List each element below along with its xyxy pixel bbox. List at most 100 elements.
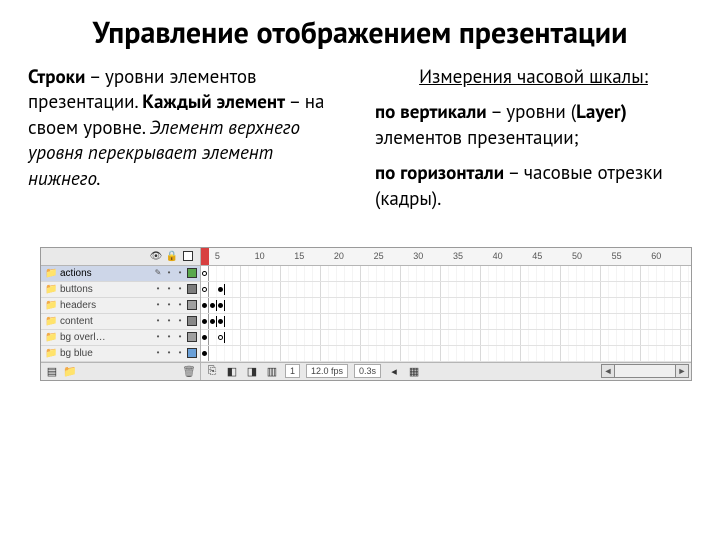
keyframe-cell[interactable] bbox=[201, 298, 209, 313]
unknown-toggle-icon[interactable]: ◂ bbox=[387, 364, 401, 378]
frame-span[interactable] bbox=[217, 316, 225, 327]
color-swatch[interactable] bbox=[187, 268, 197, 278]
keyframe-dot-icon bbox=[202, 319, 207, 324]
dot-icon[interactable]: • bbox=[154, 317, 162, 325]
status-controls: ⎘ ◧ ◨ ▥ 1 12.0 fps 0.3s ◂ ▦ ◄ ► bbox=[201, 363, 691, 380]
keyframe-end-icon bbox=[218, 303, 223, 308]
dot-icon[interactable]: • bbox=[165, 301, 173, 309]
keyframe-end-icon bbox=[218, 287, 223, 292]
dot-icon[interactable]: • bbox=[154, 301, 162, 309]
frame-span[interactable] bbox=[209, 316, 217, 327]
dimensions-subhead: Измерения часовой шкалы: bbox=[375, 65, 692, 91]
layer-row[interactable]: 📁buttons••• bbox=[41, 282, 200, 298]
ruler-tick: 20 bbox=[334, 251, 374, 261]
dot-icon[interactable]: • bbox=[165, 269, 173, 277]
layer-row[interactable]: 📁bg overl…••• bbox=[41, 330, 200, 346]
dot-icon[interactable]: • bbox=[176, 349, 184, 357]
dot-icon[interactable]: • bbox=[165, 333, 173, 341]
layer-row[interactable]: 📁actions✎•• bbox=[41, 266, 200, 282]
frame-span[interactable] bbox=[217, 300, 225, 311]
onion-skin-icon[interactable]: ◧ bbox=[225, 364, 239, 378]
folder-icon: 📁 bbox=[45, 300, 57, 311]
layer-name: headers bbox=[60, 300, 151, 311]
layer-bold: Layer) bbox=[576, 100, 627, 124]
ruler-tick: 35 bbox=[453, 251, 493, 261]
ruler-tick: 5 bbox=[215, 251, 255, 261]
each-element-label: Каждый элемент bbox=[142, 90, 285, 114]
dot-icon[interactable]: • bbox=[165, 285, 173, 293]
timeline-ruler[interactable]: 1 5 10 15 20 25 30 35 40 45 50 55 60 bbox=[201, 248, 691, 265]
layer-name: bg blue bbox=[60, 348, 151, 359]
keyframe-cell[interactable] bbox=[201, 346, 209, 361]
color-swatch[interactable] bbox=[187, 300, 197, 310]
current-frame: 1 bbox=[285, 364, 300, 378]
frames-pane[interactable] bbox=[201, 266, 691, 362]
left-column: Строки – уровни элементов презентации. К… bbox=[28, 65, 345, 223]
ruler-tick: 25 bbox=[374, 251, 414, 261]
keyframe-ring-icon bbox=[202, 287, 207, 292]
layer-footer-controls: ▤ 📁 🗑 bbox=[41, 363, 201, 380]
layer-header-controls: 👁 🔒 bbox=[41, 248, 201, 265]
frame-row[interactable] bbox=[201, 282, 691, 298]
unknown-toggle2-icon[interactable]: ▦ bbox=[407, 364, 421, 378]
color-swatch[interactable] bbox=[187, 316, 197, 326]
color-swatch[interactable] bbox=[187, 332, 197, 342]
dot-icon[interactable]: • bbox=[165, 317, 173, 325]
dot-icon[interactable]: • bbox=[154, 285, 162, 293]
delete-icon[interactable]: 🗑 bbox=[182, 364, 196, 378]
keyframe-cell[interactable] bbox=[201, 330, 209, 345]
scroll-right-icon[interactable]: ► bbox=[675, 364, 689, 378]
pencil-icon[interactable]: ✎ bbox=[154, 269, 162, 277]
ruler-tick: 45 bbox=[532, 251, 572, 261]
dot-icon[interactable]: • bbox=[154, 349, 162, 357]
dot-icon[interactable]: • bbox=[165, 349, 173, 357]
elapsed-display: 0.3s bbox=[354, 364, 381, 378]
horizontal-label: по горизонтали bbox=[375, 161, 504, 185]
color-swatch[interactable] bbox=[187, 284, 197, 294]
right-column: Измерения часовой шкалы: по вертикали – … bbox=[375, 65, 692, 223]
frame-row[interactable] bbox=[201, 346, 691, 362]
horizontal-scrollbar[interactable]: ◄ ► bbox=[601, 364, 689, 378]
dot-icon[interactable]: • bbox=[176, 301, 184, 309]
frame-span[interactable] bbox=[209, 284, 225, 295]
dot-icon[interactable]: • bbox=[176, 317, 184, 325]
layer-row[interactable]: 📁bg blue••• bbox=[41, 346, 200, 362]
keyframe-cell[interactable] bbox=[201, 282, 209, 297]
edit-multiple-icon[interactable]: ▥ bbox=[265, 364, 279, 378]
timeline-body: 📁actions✎••📁buttons•••📁headers•••📁conten… bbox=[41, 266, 691, 362]
folder-icon: 📁 bbox=[45, 332, 57, 343]
ruler-tick: 10 bbox=[255, 251, 295, 261]
scroll-track[interactable] bbox=[615, 364, 675, 378]
insert-folder-icon[interactable]: 📁 bbox=[63, 364, 77, 378]
outline-box-icon[interactable] bbox=[182, 250, 194, 262]
keyframe-end-icon bbox=[210, 319, 215, 324]
keyframe-cell[interactable] bbox=[201, 314, 209, 329]
dot-icon[interactable]: • bbox=[176, 285, 184, 293]
frame-view-icon[interactable]: ⎘ bbox=[205, 364, 219, 378]
dot-icon[interactable]: • bbox=[154, 333, 162, 341]
layer-row[interactable]: 📁headers••• bbox=[41, 298, 200, 314]
dot-icon[interactable]: • bbox=[176, 269, 184, 277]
keyframe-dot-icon bbox=[202, 335, 207, 340]
frame-row[interactable] bbox=[201, 330, 691, 346]
onion-outline-icon[interactable]: ◨ bbox=[245, 364, 259, 378]
frame-row[interactable] bbox=[201, 298, 691, 314]
frame-span[interactable] bbox=[209, 332, 225, 343]
color-swatch[interactable] bbox=[187, 348, 197, 358]
keyframe-cell[interactable] bbox=[201, 266, 209, 281]
eye-icon[interactable]: 👁 bbox=[150, 250, 162, 262]
scroll-left-icon[interactable]: ◄ bbox=[601, 364, 615, 378]
frame-span[interactable] bbox=[209, 300, 217, 311]
frame-row[interactable] bbox=[201, 266, 691, 282]
layer-row[interactable]: 📁content••• bbox=[41, 314, 200, 330]
ruler-tick: 30 bbox=[413, 251, 453, 261]
dot-icon[interactable]: • bbox=[176, 333, 184, 341]
lock-icon[interactable]: 🔒 bbox=[166, 250, 178, 262]
playhead[interactable] bbox=[201, 248, 209, 265]
insert-layer-icon[interactable]: ▤ bbox=[45, 364, 59, 378]
keyframe-end-icon bbox=[210, 303, 215, 308]
vertical-tail: элементов презентации; bbox=[375, 126, 579, 150]
keyframe-end-icon bbox=[218, 335, 223, 340]
ruler-tick: 40 bbox=[493, 251, 533, 261]
frame-row[interactable] bbox=[201, 314, 691, 330]
